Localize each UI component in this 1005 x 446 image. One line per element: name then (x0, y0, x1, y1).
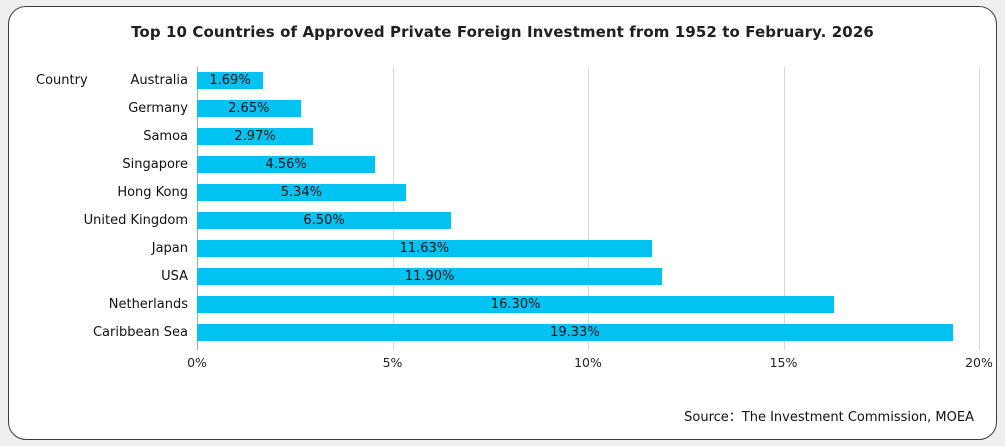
chart-title: Top 10 Countries of Approved Private For… (131, 23, 874, 41)
bar-row: Germany 2.65% (128, 95, 979, 123)
bar-row: Hong Kong 5.34% (117, 179, 979, 207)
bar-row: United Kingdom 6.50% (84, 207, 979, 235)
bar-row: USA 11.90% (161, 262, 979, 290)
x-tick-label: 20% (965, 355, 993, 370)
bar-value-label: 19.33% (550, 324, 600, 340)
category-label: Australia (130, 73, 188, 89)
plot-area: Australia 1.69% Germany 2.65% Samoa 2.97% Sing… (84, 67, 980, 350)
bar: 2.97% (197, 128, 314, 146)
bar-value-label: 5.34% (280, 185, 323, 201)
bar: 1.69% (197, 72, 264, 90)
bar-rows: Australia 1.69% Germany 2.65% Samoa 2.97% Sing… (84, 67, 979, 346)
bar: 11.63% (197, 239, 652, 257)
category-label: Netherlands (108, 296, 188, 312)
bar-row: Samoa 2.97% (143, 123, 979, 151)
gridline (588, 67, 589, 350)
category-label: Germany (128, 101, 188, 117)
bar-value-label: 16.30% (490, 296, 541, 312)
x-tick-label: 0% (187, 355, 207, 370)
bar-value-label: 6.50% (303, 212, 345, 228)
category-label: USA (161, 268, 188, 284)
y-axis-line (197, 67, 198, 350)
bar: 16.30% (197, 295, 835, 313)
source-note: Source：The Investment Commission, MOEA (684, 410, 974, 425)
chart-card: Top 10 Countries of Approved Private For… (8, 6, 997, 440)
category-label: United Kingdom (83, 212, 188, 228)
category-label: Caribbean Sea (92, 324, 188, 340)
bar-value-label: 2.97% (234, 129, 276, 145)
bar-row: Japan 11.63% (152, 234, 979, 262)
bar: 6.50% (197, 211, 452, 229)
bar: 5.34% (197, 184, 406, 202)
bar: 19.33% (197, 323, 953, 341)
category-label: Singapore (122, 157, 188, 173)
x-axis-ticks: 0% 5% 10% 15% 20% (187, 355, 993, 371)
bar-row: Australia 1.69% (130, 67, 979, 95)
country-axis-label: Country (36, 73, 88, 88)
bar-row: Netherlands 16.30% (109, 290, 979, 318)
category-label: Japan (151, 240, 188, 256)
gridline (783, 67, 785, 350)
gridline (979, 67, 980, 350)
bar-value-label: 2.65% (228, 101, 270, 117)
x-tick-label: 5% (382, 355, 403, 370)
bar: 4.56% (197, 156, 376, 174)
category-label: Samoa (143, 129, 188, 145)
bar-value-label: 1.69% (209, 73, 251, 89)
bar-value-label: 4.56% (265, 157, 307, 173)
bar: 11.90% (197, 267, 663, 285)
x-tick-label: 10% (574, 355, 602, 370)
bar: 2.65% (197, 100, 301, 118)
bar-row: Caribbean Sea 19.33% (93, 318, 979, 346)
gridline (392, 67, 394, 350)
bar-value-label: 11.63% (399, 240, 450, 256)
bar-value-label: 11.90% (404, 268, 455, 284)
category-label: Hong Kong (117, 185, 188, 201)
x-tick-label: 15% (769, 355, 798, 370)
bar-row: Singapore 4.56% (122, 151, 979, 179)
